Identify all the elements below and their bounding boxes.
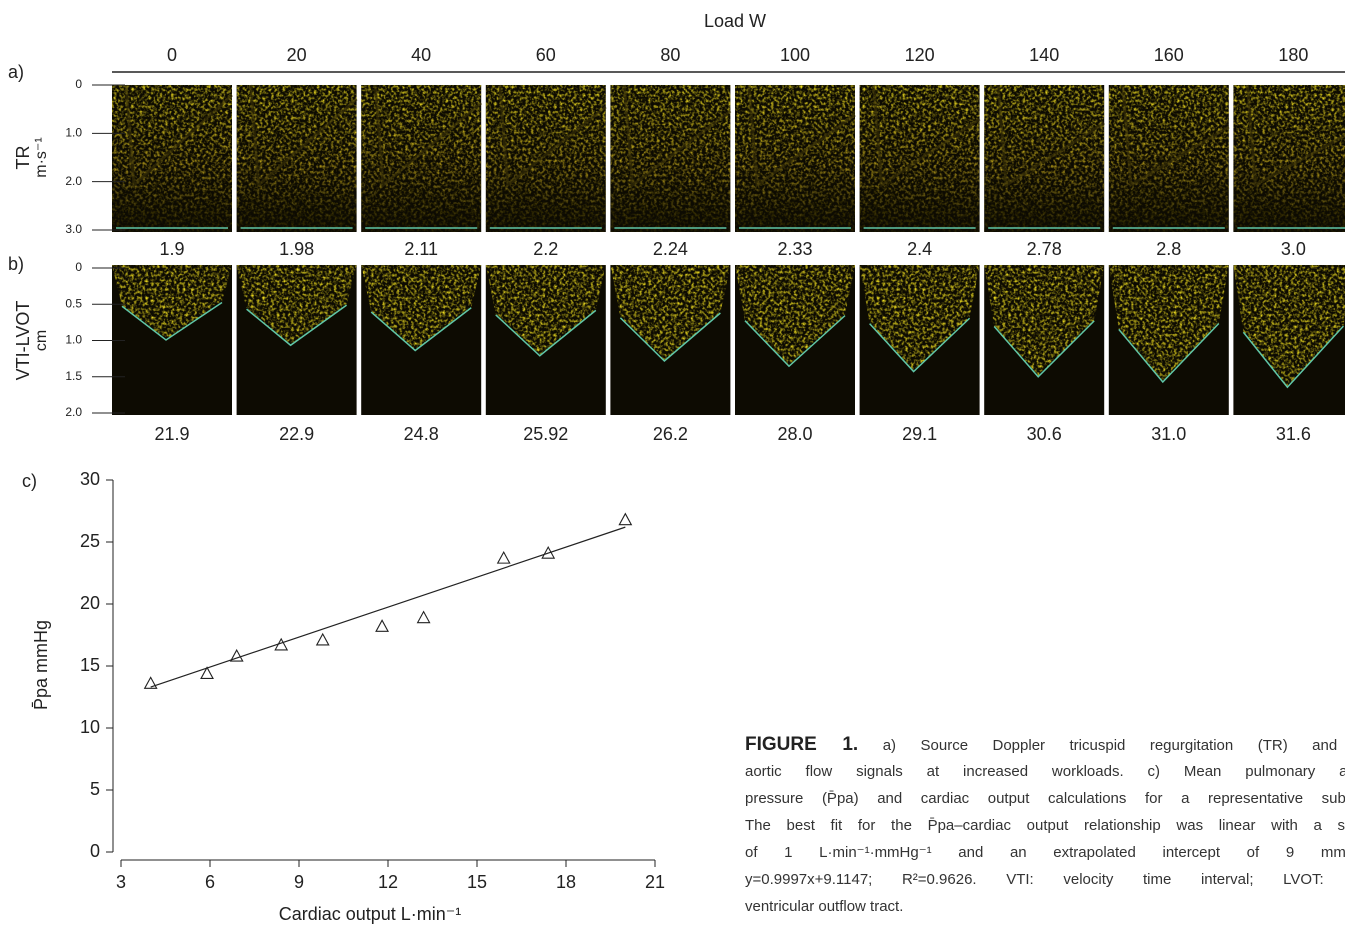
caption-text: ventricular outflow tract.: [745, 898, 903, 915]
caption-text: aortic flow signals at increased workloa…: [745, 763, 1345, 780]
x-tick-label: 3: [116, 872, 126, 892]
y-tick-label: 0.5: [65, 296, 82, 310]
measurement-value: 26.2: [653, 424, 688, 444]
caption-text: a) Source Doppler tricuspid regurgitatio…: [858, 737, 1345, 754]
measurement-value: 2.24: [653, 239, 688, 259]
data-point: [317, 634, 329, 645]
measurement-value: 31.6: [1276, 424, 1311, 444]
caption-line: The best fit for the P̄pa–cardiac output…: [745, 816, 1345, 836]
load-label: 160: [1154, 45, 1184, 65]
x-tick-label: 15: [467, 872, 487, 892]
measurement-value: 29.1: [902, 424, 937, 444]
data-point: [376, 620, 388, 631]
load-label: 80: [660, 45, 680, 65]
y-axis-title: P̄pa mmHg: [31, 620, 51, 710]
measurement-value: 28.0: [777, 424, 812, 444]
panel-label: c): [22, 471, 37, 491]
caption-line: FIGURE 1. a) Source Doppler tricuspid re…: [745, 735, 1345, 756]
data-point: [418, 612, 430, 623]
load-label: 60: [536, 45, 556, 65]
caption-text: The best fit for the P̄pa–cardiac output…: [745, 817, 1345, 834]
figure-label: FIGURE 1.: [745, 734, 858, 755]
y-tick-label: 1.5: [65, 369, 82, 383]
load-title: Load W: [704, 11, 766, 31]
measurement-value: 2.2: [533, 239, 558, 259]
y-tick-label: 0: [90, 841, 100, 861]
caption-text: pressure (P̄pa) and cardiac output calcu…: [745, 790, 1345, 807]
page: {"figure":{ "load_title":"Load W", "load…: [0, 0, 1345, 928]
load-label: 20: [287, 45, 307, 65]
doppler-signal: [112, 85, 232, 232]
axis-label: TR: [13, 146, 33, 170]
measurement-value: 2.78: [1027, 239, 1062, 259]
measurement-value: 2.4: [907, 239, 932, 259]
x-tick-label: 18: [556, 872, 576, 892]
y-tick-label: 2.0: [65, 405, 82, 419]
data-point: [498, 552, 510, 563]
doppler-signal: [237, 85, 357, 232]
caption-text: of 1 L·min⁻¹·mmHg⁻¹ and an extrapolated …: [745, 844, 1345, 861]
caption-line: pressure (P̄pa) and cardiac output calcu…: [745, 789, 1345, 809]
measurement-value: 1.98: [279, 239, 314, 259]
y-tick-label: 3.0: [65, 222, 82, 236]
doppler-signal: [486, 85, 606, 232]
load-label: 180: [1278, 45, 1308, 65]
data-point: [619, 514, 631, 525]
doppler-signal: [1109, 85, 1229, 232]
measurement-value: 21.9: [154, 424, 189, 444]
measurement-value: 2.33: [777, 239, 812, 259]
measurement-value: 25.92: [523, 424, 568, 444]
y-tick-label: 1.0: [65, 333, 82, 347]
doppler-signal: [361, 85, 481, 232]
y-tick-label: 25: [80, 531, 100, 551]
measurement-value: 2.8: [1156, 239, 1181, 259]
panel-label: a): [8, 62, 24, 82]
load-label: 120: [905, 45, 935, 65]
y-tick-label: 10: [80, 717, 100, 737]
doppler-signal: [610, 85, 730, 232]
axis-label: VTI-LVOT: [13, 301, 33, 381]
y-tick-label: 2.0: [65, 174, 82, 188]
y-tick-label: 15: [80, 655, 100, 675]
measurement-value: 22.9: [279, 424, 314, 444]
y-tick-label: 0: [75, 260, 82, 274]
y-tick-label: 0: [75, 77, 82, 91]
caption-line: of 1 L·min⁻¹·mmHg⁻¹ and an extrapolated …: [745, 843, 1345, 863]
load-label: 140: [1029, 45, 1059, 65]
measurement-value: 2.11: [404, 239, 438, 259]
measurement-value: 30.6: [1027, 424, 1062, 444]
x-tick-label: 21: [645, 872, 665, 892]
caption-line: y=0.9997x+9.1147; R²=0.9626. VTI: veloci…: [745, 870, 1345, 890]
load-label: 0: [167, 45, 177, 65]
axis-label-unit: m·s⁻¹: [33, 137, 50, 177]
measurement-value: 3.0: [1281, 239, 1306, 259]
caption-line: aortic flow signals at increased workloa…: [745, 762, 1345, 782]
load-label: 100: [780, 45, 810, 65]
x-tick-label: 6: [205, 872, 215, 892]
x-tick-label: 9: [294, 872, 304, 892]
y-tick-label: 1.0: [65, 126, 82, 140]
axis-label-unit: cm: [33, 330, 50, 351]
load-label: 40: [411, 45, 431, 65]
measurement-value: 31.0: [1151, 424, 1186, 444]
doppler-signal: [984, 85, 1104, 232]
x-axis-title: Cardiac output L·min⁻¹: [279, 904, 462, 924]
caption-text: y=0.9997x+9.1147; R²=0.9626. VTI: veloci…: [745, 871, 1345, 888]
fit-line: [151, 527, 626, 687]
panel-label: b): [8, 254, 24, 274]
y-tick-label: 5: [90, 779, 100, 799]
measurement-value: 1.9: [159, 239, 184, 259]
y-tick-label: 20: [80, 593, 100, 613]
measurement-value: 24.8: [404, 424, 439, 444]
caption-line: ventricular outflow tract.: [745, 897, 1345, 917]
x-tick-label: 12: [378, 872, 398, 892]
y-tick-label: 30: [80, 469, 100, 489]
